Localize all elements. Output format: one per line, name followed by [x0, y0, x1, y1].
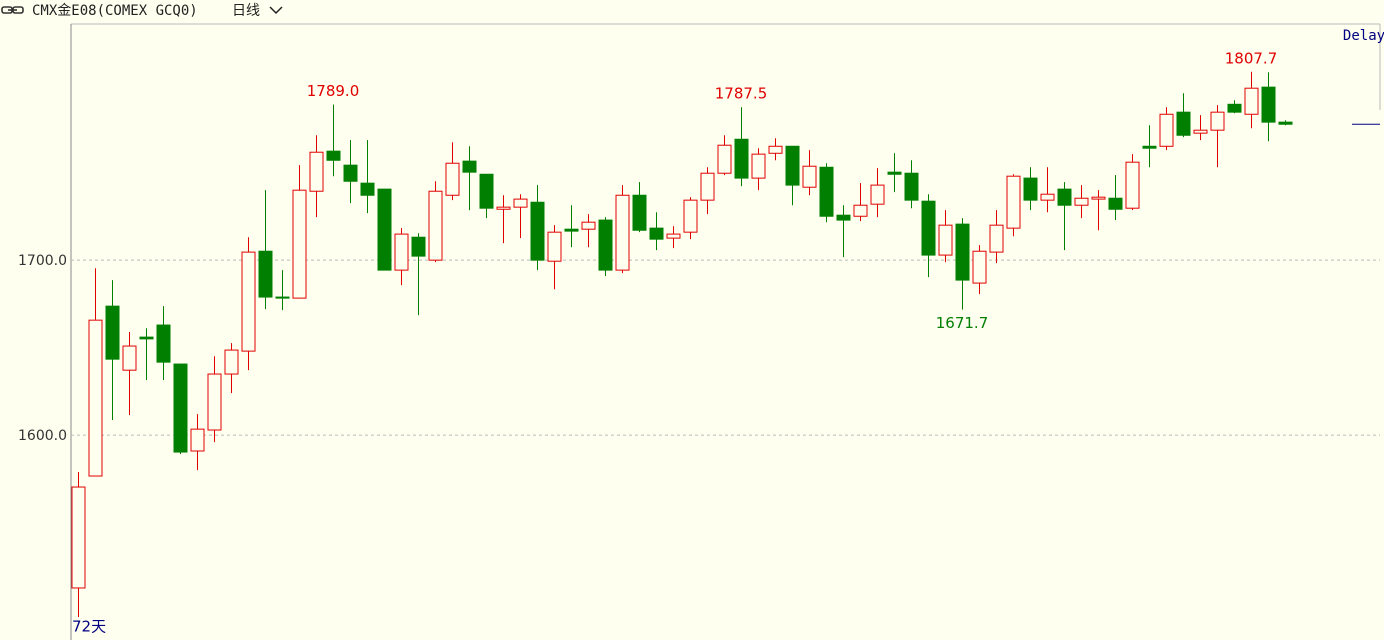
candle-body [1040, 193, 1055, 201]
candle-body [1244, 87, 1259, 115]
candle-body [428, 190, 443, 261]
period-chevron[interactable] [269, 6, 283, 15]
candle-body [462, 160, 477, 173]
candle-body [717, 144, 732, 174]
candle-body [105, 305, 120, 360]
candle-body [1142, 145, 1157, 149]
candle-body [275, 296, 290, 299]
candle-body [139, 336, 154, 340]
candle-body [598, 219, 613, 271]
candle-body [360, 182, 375, 196]
candle-body [258, 250, 273, 298]
link-icon [1, 6, 24, 14]
candle-body [1023, 177, 1038, 201]
candle-body [1159, 113, 1174, 147]
candle-body [581, 221, 596, 230]
status-label: Delay [1343, 28, 1384, 44]
candle-body [768, 145, 783, 154]
candle-body [377, 188, 392, 271]
candle-body [173, 363, 188, 453]
candle-body [836, 214, 851, 221]
candle-body [445, 162, 460, 196]
candle-body [479, 173, 494, 209]
candle-body [207, 373, 222, 431]
candle-body [1108, 197, 1123, 210]
candle-body [1057, 188, 1072, 206]
candle-body [1210, 111, 1225, 131]
extreme-label: 1787.5 [715, 85, 768, 103]
candle-body [751, 153, 766, 179]
candle-body [411, 236, 426, 257]
candle-body [1227, 103, 1242, 113]
extreme-label: 1671.7 [936, 314, 989, 332]
extreme-label: 1789.0 [307, 82, 360, 100]
candle-body [615, 194, 630, 271]
candle-body [547, 231, 562, 262]
candle-body [1091, 196, 1106, 200]
candle-body [530, 201, 545, 261]
candle-body [700, 172, 715, 201]
candle-body [1261, 86, 1276, 123]
candle-body [394, 233, 409, 271]
candle-body [802, 165, 817, 188]
candle-body [989, 224, 1004, 253]
candle-body [734, 138, 749, 179]
candle-body [564, 228, 579, 232]
candle-body [513, 198, 528, 208]
candle-body [343, 164, 358, 182]
candle-body [224, 349, 239, 375]
candle-body [955, 223, 970, 281]
candle-body [853, 204, 868, 217]
candle-body [496, 206, 511, 210]
candle-body [1193, 129, 1208, 134]
y-tick-label: 1600.0 [18, 428, 67, 444]
candle-body [683, 199, 698, 233]
candle-body [785, 145, 800, 186]
count-label: 72天 [72, 618, 106, 636]
candle-body [938, 224, 953, 256]
candle-body [666, 233, 681, 239]
candle-body [921, 200, 936, 256]
candle-body [1176, 111, 1191, 136]
candle-body [88, 319, 103, 477]
candle-body [71, 486, 86, 589]
candle-body [887, 171, 902, 175]
candle-body [1074, 197, 1089, 206]
chart-title: CMX金E08(COMEX GCQ0) [32, 3, 198, 19]
candle-body [326, 150, 341, 161]
candle-body [241, 251, 256, 352]
period-selector[interactable]: 日线 [232, 3, 260, 19]
candle-body [122, 345, 137, 371]
candle-body [1125, 161, 1140, 209]
candle-body [1278, 121, 1293, 125]
candle-body [632, 194, 647, 231]
candle-body [190, 428, 205, 452]
candle-body [649, 227, 664, 240]
candle-body [870, 184, 885, 205]
candle-body [292, 189, 307, 299]
candle-body [819, 166, 834, 217]
candle-body [309, 151, 324, 192]
candle-body [904, 172, 919, 201]
candle-body [972, 250, 987, 284]
candle-body [156, 324, 171, 363]
y-tick-label: 1700.0 [18, 253, 67, 269]
extreme-label: 1807.7 [1225, 49, 1278, 67]
candle-body [1006, 175, 1021, 229]
